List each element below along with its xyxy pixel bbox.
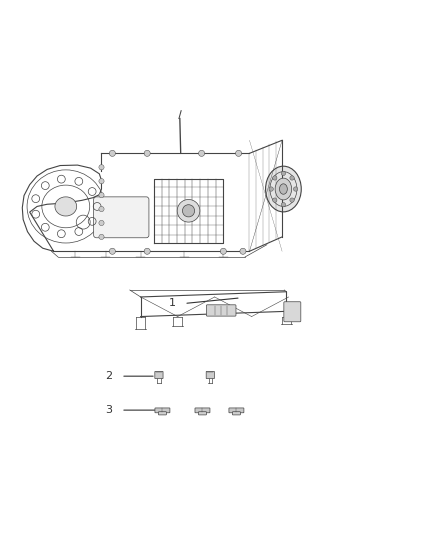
Circle shape: [269, 187, 273, 191]
Ellipse shape: [55, 197, 77, 216]
FancyBboxPatch shape: [155, 372, 163, 378]
Circle shape: [272, 176, 277, 180]
Text: 1: 1: [169, 298, 176, 309]
Circle shape: [99, 165, 104, 170]
Ellipse shape: [279, 184, 287, 194]
Circle shape: [99, 235, 104, 239]
Circle shape: [281, 171, 286, 175]
Circle shape: [236, 150, 242, 156]
Circle shape: [99, 206, 104, 212]
FancyBboxPatch shape: [206, 305, 236, 316]
Text: 2: 2: [105, 371, 113, 381]
FancyBboxPatch shape: [206, 372, 215, 378]
Circle shape: [110, 150, 116, 156]
Circle shape: [293, 187, 298, 191]
FancyBboxPatch shape: [229, 408, 244, 413]
FancyBboxPatch shape: [233, 411, 240, 415]
FancyBboxPatch shape: [155, 408, 170, 413]
Circle shape: [110, 248, 116, 254]
Circle shape: [99, 179, 104, 184]
FancyBboxPatch shape: [195, 408, 210, 413]
FancyBboxPatch shape: [284, 302, 301, 322]
Circle shape: [198, 150, 205, 156]
Circle shape: [240, 248, 246, 254]
Circle shape: [290, 198, 294, 203]
Ellipse shape: [265, 166, 301, 212]
Circle shape: [177, 199, 200, 222]
Text: 3: 3: [106, 405, 113, 415]
Circle shape: [99, 192, 104, 198]
Circle shape: [220, 248, 226, 254]
Circle shape: [272, 198, 277, 203]
Circle shape: [144, 150, 150, 156]
Circle shape: [290, 176, 294, 180]
Ellipse shape: [275, 178, 292, 200]
FancyBboxPatch shape: [94, 197, 149, 238]
FancyBboxPatch shape: [159, 411, 166, 415]
Circle shape: [99, 220, 104, 225]
Circle shape: [144, 248, 150, 254]
FancyBboxPatch shape: [198, 411, 206, 415]
Circle shape: [281, 203, 286, 207]
Circle shape: [183, 205, 194, 217]
